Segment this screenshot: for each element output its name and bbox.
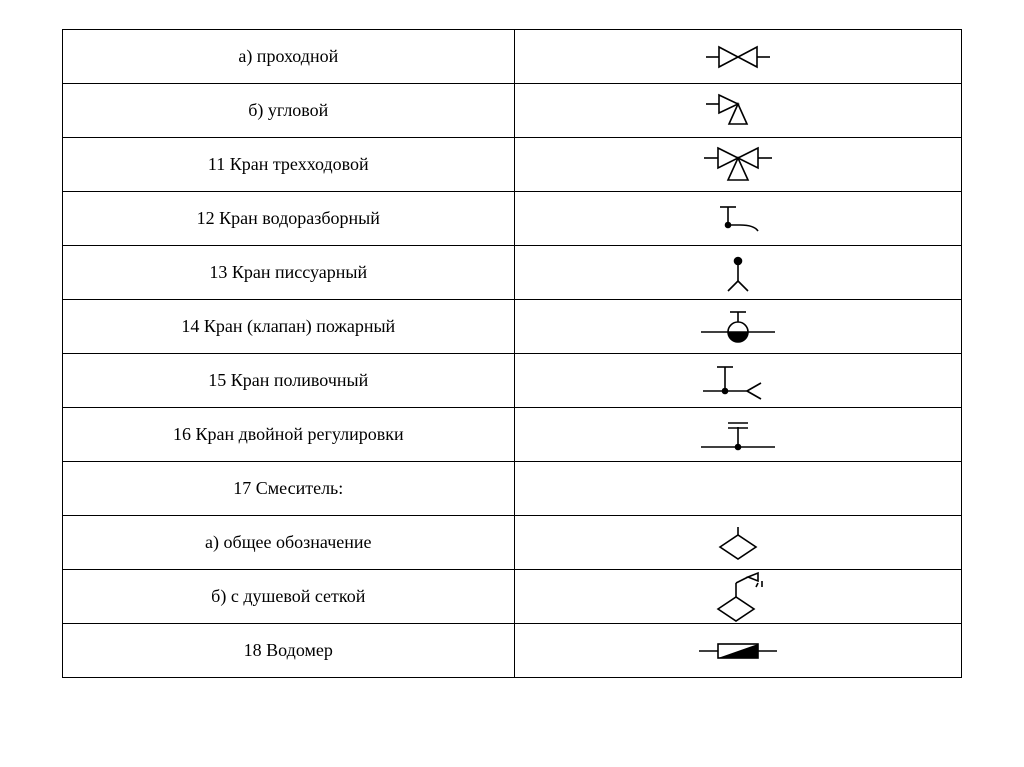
table-row: б) угловой [63, 84, 962, 138]
valve-angle-icon [515, 84, 961, 137]
tap-hose-icon [515, 354, 961, 407]
valve-fire-icon [515, 300, 961, 353]
row-label: б) с душевой сеткой [63, 570, 515, 624]
table-row: 16 Кран двойной регулировки [63, 408, 962, 462]
row-symbol [514, 462, 961, 516]
table-row: б) с душевой сеткой [63, 570, 962, 624]
row-label: а) общее обозначение [63, 516, 515, 570]
valve-threeway-icon [515, 138, 961, 191]
row-label: а) проходной [63, 30, 515, 84]
row-label: 12 Кран водоразборный [63, 192, 515, 246]
row-symbol [514, 246, 961, 300]
row-symbol [514, 192, 961, 246]
row-label: 16 Кран двойной регулировки [63, 408, 515, 462]
row-symbol [514, 138, 961, 192]
tap-water-icon [515, 192, 961, 245]
symbols-table: а) проходнойб) угловой11 Кран трехходово… [62, 29, 962, 678]
mixer-general-icon [515, 516, 961, 569]
none-icon [515, 462, 961, 515]
row-symbol [514, 570, 961, 624]
row-symbol [514, 30, 961, 84]
row-symbol [514, 516, 961, 570]
table-row: 18 Водомер [63, 624, 962, 678]
row-label: 15 Кран поливочный [63, 354, 515, 408]
row-label: б) угловой [63, 84, 515, 138]
mixer-shower-icon [515, 570, 961, 623]
row-label: 13 Кран писсуарный [63, 246, 515, 300]
row-label: 11 Кран трехходовой [63, 138, 515, 192]
tap-urinal-icon [515, 246, 961, 299]
table-row: а) проходной [63, 30, 962, 84]
row-symbol [514, 84, 961, 138]
row-symbol [514, 354, 961, 408]
row-label: 18 Водомер [63, 624, 515, 678]
row-label: 14 Кран (клапан) пожарный [63, 300, 515, 354]
table-row: 11 Кран трехходовой [63, 138, 962, 192]
valve-bowtie-icon [515, 30, 961, 83]
row-label: 17 Смеситель: [63, 462, 515, 516]
valve-double-reg-icon [515, 408, 961, 461]
table-row: 14 Кран (клапан) пожарный [63, 300, 962, 354]
table-row: 15 Кран поливочный [63, 354, 962, 408]
row-symbol [514, 624, 961, 678]
table-row: 17 Смеситель: [63, 462, 962, 516]
row-symbol [514, 408, 961, 462]
table-row: 13 Кран писсуарный [63, 246, 962, 300]
row-symbol [514, 300, 961, 354]
table-row: а) общее обозначение [63, 516, 962, 570]
water-meter-icon [515, 624, 961, 677]
table-row: 12 Кран водоразборный [63, 192, 962, 246]
